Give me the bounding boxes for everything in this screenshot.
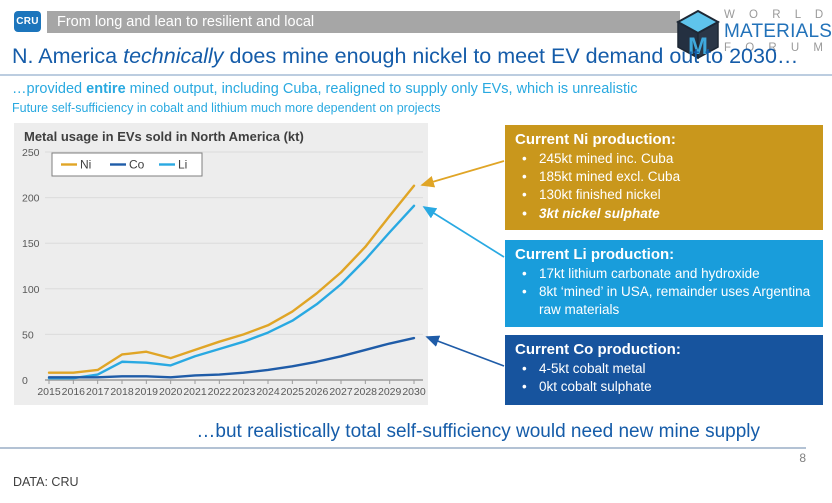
svg-text:Ni: Ni <box>80 158 91 172</box>
svg-text:2025: 2025 <box>281 386 305 398</box>
svg-text:0: 0 <box>22 375 28 387</box>
svg-text:2026: 2026 <box>305 386 329 398</box>
svg-text:2028: 2028 <box>354 386 378 398</box>
callout-co-production: Current Co production: 4-5kt cobalt meta… <box>505 335 823 405</box>
wmf-wordmark: W O R L D MATERIALS F O R U M <box>724 9 832 55</box>
svg-text:2029: 2029 <box>378 386 402 398</box>
callout-bullet: 3kt nickel sulphate <box>515 205 813 223</box>
callout-bullet: 185kt mined excl. Cuba <box>515 168 813 186</box>
arrow-to-co-line <box>425 335 505 367</box>
subtitle-text-bold: entire <box>86 81 126 97</box>
arrow-to-ni-line <box>420 160 505 188</box>
subtitle: …provided entire mined output, including… <box>12 81 637 97</box>
svg-text:2017: 2017 <box>86 386 110 398</box>
svg-text:2030: 2030 <box>402 386 426 398</box>
callout-bullet: 0kt cobalt sulphate <box>515 378 813 396</box>
title-text-italic: technically <box>123 44 224 68</box>
svg-text:2019: 2019 <box>135 386 159 398</box>
svg-text:2021: 2021 <box>183 386 207 398</box>
callout-li-bullets: 17kt lithium carbonate and hydroxide8kt … <box>515 265 813 320</box>
svg-text:2024: 2024 <box>256 386 280 398</box>
svg-text:2020: 2020 <box>159 386 183 398</box>
callout-co-title: Current Co production: <box>515 341 681 358</box>
svg-text:200: 200 <box>22 193 40 205</box>
callout-ni-production: Current Ni production: 245kt mined inc. … <box>505 125 823 230</box>
title-text-pre: N. America <box>12 44 124 68</box>
bottom-statement: …but realistically total self-sufficienc… <box>196 421 760 442</box>
subtitle-text-pre: …provided <box>12 81 87 97</box>
callout-ni-title: Current Ni production: <box>515 131 676 148</box>
wmf-word-world: W O R L D <box>724 9 829 21</box>
svg-text:2023: 2023 <box>232 386 256 398</box>
subnote: Future self-sufficiency in cobalt and li… <box>12 101 441 115</box>
chart-title: Metal usage in EVs sold in North America… <box>24 129 304 144</box>
callout-co-bullets: 4-5kt cobalt metal0kt cobalt sulphate <box>515 360 813 397</box>
svg-text:150: 150 <box>22 238 40 250</box>
footer-divider <box>0 447 806 449</box>
svg-text:2016: 2016 <box>62 386 86 398</box>
chart-panel: Metal usage in EVs sold in North America… <box>14 123 428 405</box>
wmf-cube-letter: M <box>688 33 708 60</box>
wmf-word-materials: MATERIALS <box>724 21 832 42</box>
wmf-cube-icon: M <box>676 9 720 60</box>
callout-bullet: 17kt lithium carbonate and hydroxide <box>515 265 813 283</box>
wmf-word-forum: F O R U M <box>724 42 829 54</box>
section-banner: From long and lean to resilient and loca… <box>47 11 680 33</box>
title-text-post: does mine enough nickel to meet EV deman… <box>223 44 799 68</box>
title-divider <box>0 74 832 76</box>
svg-text:2022: 2022 <box>208 386 232 398</box>
callout-bullet: 130kt finished nickel <box>515 186 813 204</box>
svg-text:Li: Li <box>178 158 187 172</box>
callout-li-title: Current Li production: <box>515 246 675 263</box>
callout-bullet: 4-5kt cobalt metal <box>515 360 813 378</box>
page-number: 8 <box>799 451 806 465</box>
svg-text:100: 100 <box>22 284 40 296</box>
data-source: DATA: CRU <box>13 475 79 489</box>
callout-bullet: 245kt mined inc. Cuba <box>515 150 813 168</box>
callout-li-production: Current Li production: 17kt lithium carb… <box>505 240 823 327</box>
svg-text:Co: Co <box>129 158 145 172</box>
callout-bullet: 8kt ‘mined’ in USA, remainder uses Argen… <box>515 283 813 319</box>
svg-text:2015: 2015 <box>37 386 61 398</box>
callout-ni-bullets: 245kt mined inc. Cuba185kt mined excl. C… <box>515 150 813 223</box>
svg-text:2027: 2027 <box>329 386 353 398</box>
svg-text:2018: 2018 <box>110 386 134 398</box>
svg-text:50: 50 <box>22 329 34 341</box>
page-title: N. America technically does mine enough … <box>12 44 798 69</box>
cru-logo: CRU <box>14 11 41 32</box>
svg-text:250: 250 <box>22 147 40 159</box>
wmf-logo: M W O R L D MATERIALS F O R U M <box>676 9 832 61</box>
subtitle-text-post: mined output, including Cuba, realigned … <box>125 81 638 97</box>
arrow-to-li-line <box>422 206 505 258</box>
